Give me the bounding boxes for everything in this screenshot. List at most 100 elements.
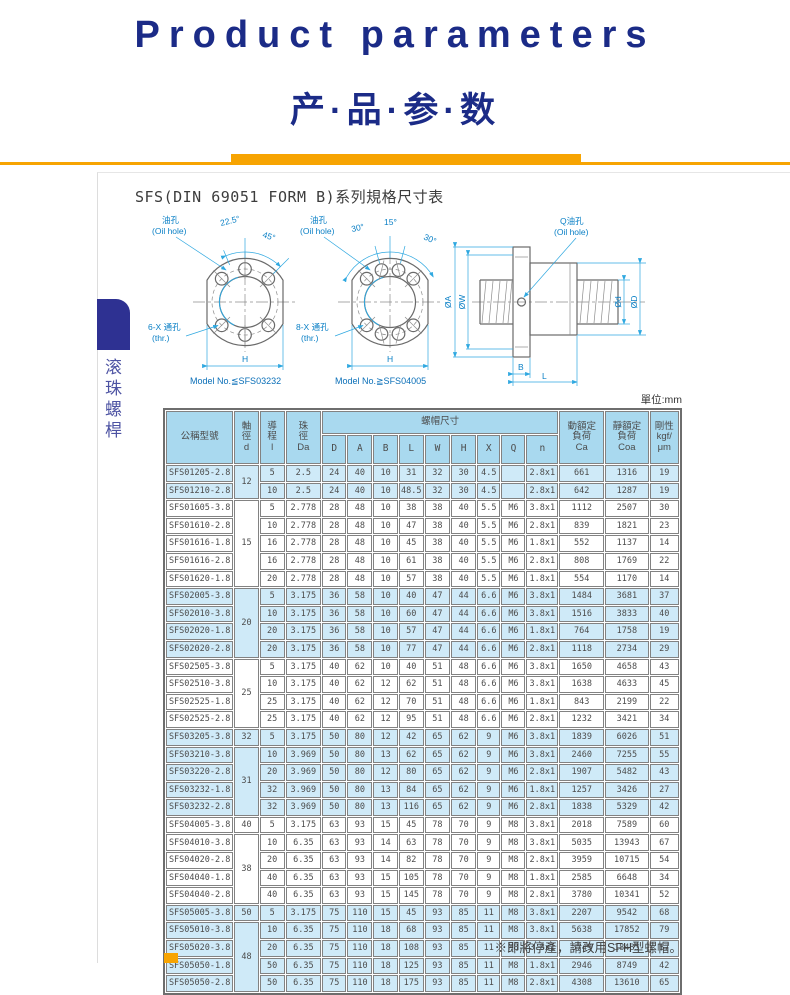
value-cell: 80 (347, 799, 373, 816)
value-cell: 1.8x1 (526, 570, 559, 588)
value-cell: 10 (373, 588, 398, 605)
angle-30a-label: 30° (350, 222, 365, 234)
value-cell: 19 (649, 482, 679, 500)
value-cell: 2.8x1 (526, 852, 559, 869)
value-cell: 62 (451, 728, 477, 746)
value-cell: 110 (347, 904, 373, 922)
value-cell: 843 (559, 693, 605, 711)
orange-accent-bar (231, 154, 581, 163)
value-cell: M8 (501, 834, 526, 852)
value-cell: 19 (649, 465, 679, 482)
value-cell: 5482 (605, 764, 649, 781)
table-row: SFS01616-1.8 16 2.778 28 48 10 45 38 40 5.5 M6 1.8x… (166, 535, 679, 552)
value-cell: 3.175 (285, 693, 322, 711)
value-cell: 5 (259, 904, 285, 922)
value-cell: 12 (373, 764, 398, 781)
value-cell: 48 (451, 658, 477, 676)
value-cell: 5329 (605, 799, 649, 816)
value-cell: 2.778 (285, 552, 322, 570)
model-cell: SFS02010-3.8 (166, 605, 234, 623)
value-cell: 93 (424, 975, 451, 992)
value-cell: 48 (451, 676, 477, 693)
value-cell: 764 (559, 623, 605, 640)
value-cell: 40 (322, 693, 347, 711)
value-cell: 50 (322, 746, 347, 764)
value-cell: 93 (347, 887, 373, 904)
value-cell: 10 (373, 640, 398, 658)
value-cell: 58 (347, 588, 373, 605)
value-cell: 14 (373, 852, 398, 869)
value-cell: 93 (347, 852, 373, 869)
table-row: SFS04005-3.8 40 5 3.175 63 93 15 45 78 70 9 M8 3.8x1… (166, 816, 679, 834)
value-cell: 3.8x1 (526, 940, 559, 957)
col-header-n: n (526, 435, 559, 464)
shaft-dia-cell: 40 (234, 816, 259, 834)
page-title: Product parameters (134, 14, 656, 56)
col-header-rigidity: 剛性 kgf/ μm (649, 411, 679, 464)
model-cell: SFS02005-3.8 (166, 588, 234, 605)
value-cell: 3.969 (285, 799, 322, 816)
value-cell: 62 (347, 676, 373, 693)
value-cell: 2.778 (285, 517, 322, 535)
value-cell: 5.5 (477, 570, 501, 588)
value-cell: 50 (322, 728, 347, 746)
value-cell: 3.8x1 (526, 904, 559, 922)
value-cell: 62 (451, 746, 477, 764)
value-cell: 38 (424, 517, 451, 535)
value-cell: 58 (347, 605, 373, 623)
value-cell: 13 (373, 799, 398, 816)
model-cell: SFS01210-2.8 (166, 482, 234, 500)
value-cell: 65 (424, 799, 451, 816)
value-cell: 68 (398, 922, 424, 940)
table-row: SFS04020-2.8 20 6.35 63 93 14 82 78 70 9 M8 2.8x1 39… (166, 852, 679, 869)
value-cell: 5 (259, 465, 285, 482)
value-cell: 10341 (605, 887, 649, 904)
value-cell: 5035 (559, 834, 605, 852)
value-cell: 70 (451, 852, 477, 869)
value-cell: 2.8x1 (526, 887, 559, 904)
value-cell: 38 (424, 552, 451, 570)
value-cell: 40 (322, 676, 347, 693)
value-cell: 38 (424, 570, 451, 588)
value-cell: 28 (322, 500, 347, 517)
col-header-q: Q (501, 435, 526, 464)
value-cell: 37 (649, 588, 679, 605)
model-cell: SFS04040-2.8 (166, 887, 234, 904)
value-cell: 30 (451, 465, 477, 482)
value-cell: 3.969 (285, 781, 322, 799)
value-cell: 10 (259, 922, 285, 940)
value-cell: 6.6 (477, 623, 501, 640)
value-cell: 20 (259, 570, 285, 588)
value-cell: 62 (347, 693, 373, 711)
value-cell: 1112 (559, 500, 605, 517)
value-cell: 3.175 (285, 816, 322, 834)
model-cell: SFS01205-2.8 (166, 465, 234, 482)
value-cell: 2.8x1 (526, 552, 559, 570)
value-cell: 2207 (559, 904, 605, 922)
shaft-dia-cell: 50 (234, 904, 259, 922)
value-cell: 65 (649, 975, 679, 992)
value-cell: 78 (424, 887, 451, 904)
value-cell: 51 (424, 711, 451, 728)
value-cell: 29 (649, 640, 679, 658)
value-cell: 6026 (605, 728, 649, 746)
value-cell: 78 (424, 852, 451, 869)
value-cell: M6 (501, 676, 526, 693)
value-cell: 6.35 (285, 834, 322, 852)
value-cell: 1484 (559, 588, 605, 605)
model-cell: SFS05010-3.8 (166, 922, 234, 940)
table-row: SFS01620-1.8 20 2.778 28 48 10 57 38 40 5.5 M6 1.8x… (166, 570, 679, 588)
value-cell: 62 (398, 746, 424, 764)
value-cell: 44 (451, 605, 477, 623)
value-cell: M8 (501, 957, 526, 975)
value-cell: 40 (451, 517, 477, 535)
model-cell: SFS02525-1.8 (166, 693, 234, 711)
value-cell: 22 (649, 693, 679, 711)
value-cell: 84 (398, 781, 424, 799)
value-cell: M6 (501, 500, 526, 517)
thr6-label-en: (thr.) (152, 333, 170, 343)
value-cell: 16 (259, 552, 285, 570)
q-oil-hole-label-cn: Q油孔 (560, 216, 584, 226)
value-cell: 19 (649, 623, 679, 640)
flange-view-6hole: 22.5° 45° 油孔 (Oil hole) 6-X 通孔 (thr.) H … (148, 213, 297, 386)
